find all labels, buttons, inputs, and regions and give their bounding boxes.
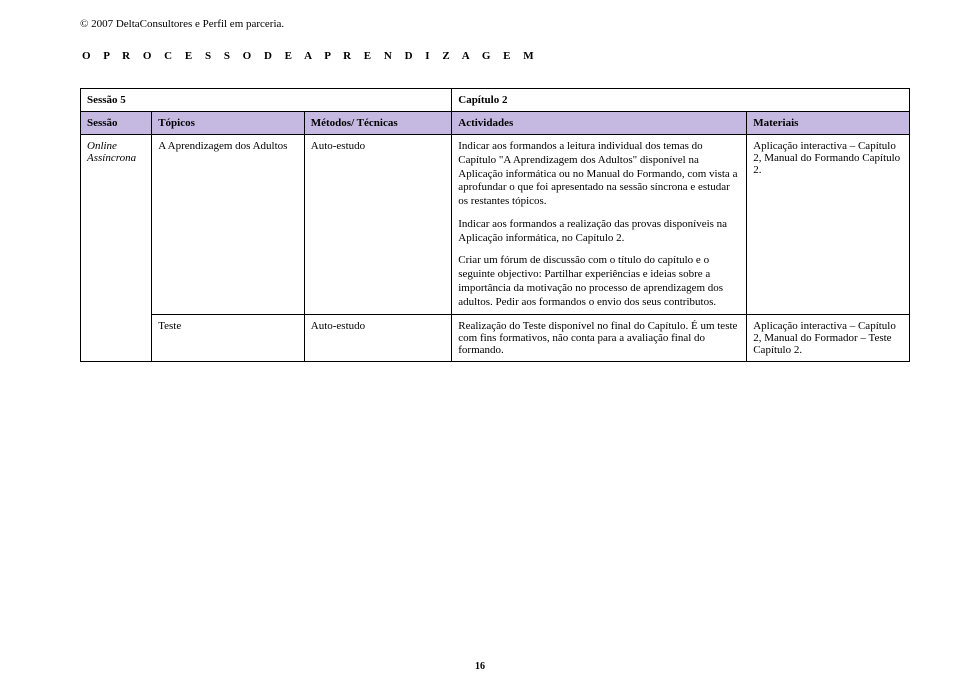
activities-cell: Indicar aos formandos a leitura individu…: [452, 135, 747, 315]
col-header-topics: Tópicos: [152, 112, 305, 135]
method-cell: Auto-estudo: [304, 135, 452, 315]
activity-paragraph: Indicar aos formandos a leitura individu…: [458, 140, 740, 209]
materials-cell: Aplicação interactiva – Capítulo 2, Manu…: [747, 315, 910, 362]
col-header-activities: Actividades: [452, 112, 747, 135]
page-number: 16: [0, 661, 960, 672]
chapter-title-cell: Capítulo 2: [452, 89, 910, 112]
session-cell: Online Assíncrona: [81, 135, 152, 362]
section-header: O P R O C E S S O D E A P R E N D I Z A …: [82, 50, 910, 62]
copyright-line: © 2007 DeltaConsultores e Perfil em parc…: [80, 18, 910, 30]
activity-paragraph: Criar um fórum de discussão com o título…: [458, 254, 740, 309]
header-row: Sessão Tópicos Métodos/ Técnicas Activid…: [81, 112, 910, 135]
table-row: Online Assíncrona A Aprendizagem dos Adu…: [81, 135, 910, 315]
col-header-materials: Materiais: [747, 112, 910, 135]
topic-cell: Teste: [152, 315, 305, 362]
session-mode-line2: Assíncrona: [87, 152, 136, 164]
session-table: Sessão 5 Capítulo 2 Sessão Tópicos Métod…: [80, 88, 910, 362]
materials-cell: Aplicação interactiva – Capítulo 2, Manu…: [747, 135, 910, 315]
page-container: © 2007 DeltaConsultores e Perfil em parc…: [0, 0, 960, 686]
col-header-session: Sessão: [81, 112, 152, 135]
activity-paragraph: Indicar aos formandos a realização das p…: [458, 218, 740, 246]
session-mode-line1: Online: [87, 140, 117, 152]
topic-cell: A Aprendizagem dos Adultos: [152, 135, 305, 315]
activities-cell: Realização do Teste disponível no final …: [452, 315, 747, 362]
title-row: Sessão 5 Capítulo 2: [81, 89, 910, 112]
method-cell: Auto-estudo: [304, 315, 452, 362]
col-header-methods: Métodos/ Técnicas: [304, 112, 452, 135]
session-title-cell: Sessão 5: [81, 89, 452, 112]
table-row: Teste Auto-estudo Realização do Teste di…: [81, 315, 910, 362]
